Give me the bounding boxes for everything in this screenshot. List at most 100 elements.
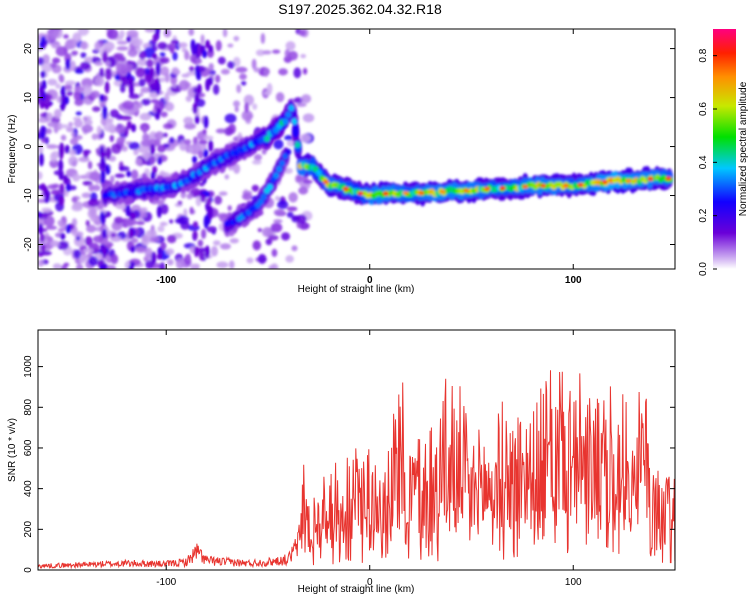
noise-blob	[94, 61, 103, 66]
ridge-core	[279, 160, 286, 167]
noise-blob	[68, 156, 79, 167]
noise-blob	[144, 29, 154, 32]
noise-blob	[252, 159, 262, 165]
spectrogram-y-axis: 20 10 0 -10 -20	[23, 43, 675, 252]
noise-streak	[131, 123, 137, 133]
noise-streak	[65, 183, 71, 192]
noise-blob	[255, 49, 265, 57]
noise-blob	[71, 132, 76, 137]
noise-blob	[128, 142, 141, 150]
main-ridge	[101, 99, 674, 208]
noise-blob	[46, 112, 53, 120]
noise-blob	[271, 248, 278, 257]
noise-streak	[64, 144, 70, 154]
noise-blob	[144, 152, 149, 162]
noise-blob	[220, 68, 230, 75]
snr-y-label: SNR (10 * v/v)	[7, 418, 18, 482]
noise-streak	[156, 205, 162, 218]
snr-y-axis: 0 200 400 600 800 1000	[23, 355, 675, 573]
noise-streak	[65, 58, 71, 70]
ridge-peak	[647, 176, 654, 181]
noise-blob	[41, 61, 53, 73]
noise-blob	[185, 95, 192, 102]
noise-blob	[164, 91, 170, 103]
noise-streak	[59, 196, 65, 206]
noise-blob	[153, 101, 165, 112]
noise-streak	[192, 221, 198, 228]
noise-blob	[88, 184, 95, 192]
noise-streak	[60, 85, 66, 98]
noise-blob	[140, 207, 148, 212]
ridge-core	[315, 169, 322, 177]
noise-streak	[194, 115, 200, 125]
noise-blob	[209, 69, 216, 76]
x-tick-label: 100	[565, 577, 582, 588]
noise-blob	[288, 192, 298, 203]
noise-blob	[38, 259, 44, 267]
noise-blob	[87, 198, 100, 207]
ridge-peak	[342, 186, 349, 191]
noise-blob	[298, 222, 310, 230]
colorbar-tick-label: 0.6	[698, 102, 709, 116]
noise-blob	[131, 237, 137, 243]
noise-blob	[188, 29, 195, 36]
noise-blob	[51, 183, 60, 189]
noise-blob	[109, 175, 115, 184]
noise-streak	[105, 164, 111, 175]
noise-blob	[157, 42, 168, 50]
noise-blob	[154, 131, 165, 140]
snr-x-label: Height of straight line (km)	[298, 584, 415, 595]
noise-streak	[128, 77, 134, 88]
noise-blob	[82, 248, 94, 253]
noise-blob	[285, 255, 294, 263]
noise-blob	[163, 123, 174, 130]
noise-blob	[268, 264, 276, 269]
noise-blob	[49, 159, 59, 169]
noise-blob	[141, 98, 151, 106]
snr-x-axis: -100 0 100	[156, 330, 582, 588]
noise-blob	[116, 40, 128, 45]
noise-blob	[79, 255, 90, 261]
noise-blob	[229, 238, 239, 244]
spectrogram-y-label: Frequency (Hz)	[7, 115, 18, 184]
noise-blob	[103, 41, 115, 52]
noise-blob	[69, 60, 76, 72]
ridge-peak	[540, 183, 547, 188]
noise-blob	[57, 241, 69, 250]
noise-blob	[150, 98, 159, 104]
noise-blob	[234, 106, 239, 113]
noise-blob	[296, 102, 307, 107]
noise-blob	[55, 83, 61, 89]
noise-blob	[119, 115, 132, 121]
noise-blob	[281, 232, 291, 241]
noise-blob	[82, 99, 92, 104]
ridge-peak	[418, 191, 425, 196]
noise-blob	[136, 58, 148, 67]
noise-blob	[141, 139, 153, 147]
noise-streak	[59, 183, 65, 194]
noise-streak	[203, 115, 209, 129]
noise-blob	[51, 41, 61, 49]
noise-blob	[92, 106, 101, 112]
ridge-peak	[625, 178, 632, 183]
noise-streak	[65, 224, 71, 234]
noise-blob	[71, 50, 79, 56]
noise-blob	[208, 63, 214, 71]
noise-streak	[101, 228, 107, 239]
noise-blob	[149, 91, 159, 99]
noise-blob	[96, 125, 103, 135]
noise-blob	[224, 174, 230, 180]
noise-blob	[241, 110, 253, 121]
noise-blob	[257, 227, 263, 233]
ridge-core	[276, 165, 283, 173]
noise-blob	[186, 193, 193, 200]
noise-blob	[71, 196, 78, 203]
spectrogram-x-axis: -100 0 100	[156, 29, 582, 286]
noise-streak	[149, 67, 155, 78]
noise-blob	[63, 84, 72, 90]
noise-streak	[40, 70, 46, 79]
noise-streak	[45, 189, 51, 203]
noise-blob	[115, 123, 126, 135]
noise-blob	[298, 186, 309, 195]
noise-blob	[169, 136, 175, 144]
